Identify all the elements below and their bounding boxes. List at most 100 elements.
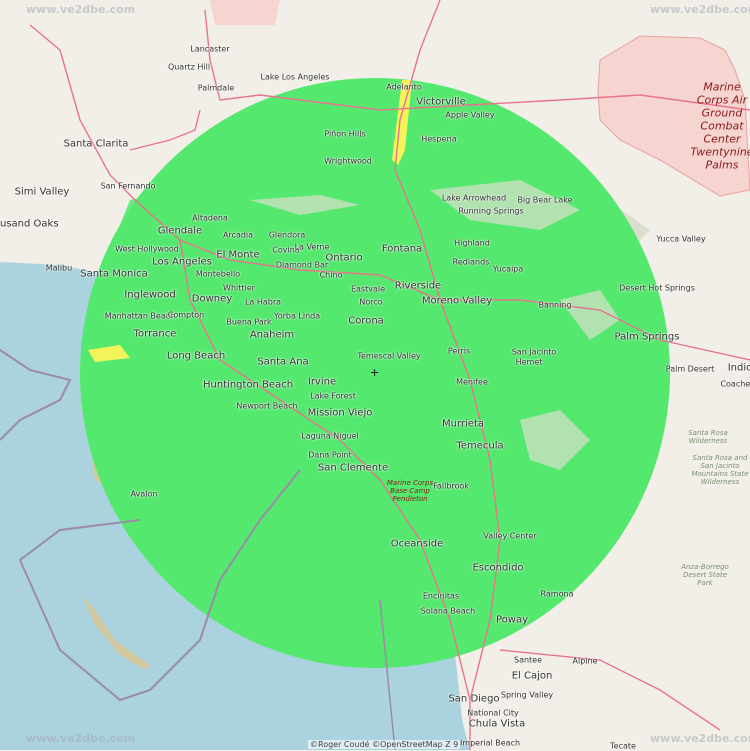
place-label-menifee: Menifee [456, 377, 488, 387]
place-label-pinon-hills: Piñon Hills [324, 129, 366, 139]
place-label-yucaipa: Yucaipa [492, 264, 524, 274]
place-label-altadena: Altadena [192, 213, 228, 223]
place-label-san-fernando: San Fernando [100, 181, 156, 191]
place-label-malibu: Malibu [45, 263, 73, 273]
place-label-irvine: Irvine [307, 376, 337, 388]
place-label-perris: Perris [447, 346, 471, 356]
place-label-chino: Chino [319, 270, 343, 280]
place-label-santa-rosa-san-jacinto: Santa Rosa and San Jacinto Mountains Sta… [691, 454, 749, 486]
place-label-quartz-hill: Quartz Hill [167, 62, 211, 72]
place-label-escondido: Escondido [472, 562, 524, 574]
place-label-montebello: Montebello [195, 269, 241, 279]
coverage-weak-area [88, 345, 130, 362]
watermark-top-left: www.ve2dbe.com [26, 3, 136, 16]
place-label-downey: Downey [191, 293, 233, 305]
place-label-tecate: Tecate [610, 741, 636, 751]
place-label-fallbrook: Fallbrook [433, 481, 469, 491]
place-label-anza-borrego: Anza-Borrego Desert State Park [681, 563, 729, 587]
place-label-temescal-valley: Temescal Valley [357, 351, 421, 361]
place-label-desert-hot-springs: Desert Hot Springs [619, 283, 695, 293]
place-label-long-beach: Long Beach [166, 350, 226, 362]
place-label-whittier: Whittier [223, 283, 255, 293]
place-label-poway: Poway [495, 614, 529, 626]
place-label-arcadia: Arcadia [222, 230, 254, 240]
watermark-bottom-right: www.ve2dbe.com [650, 732, 750, 745]
place-label-la-habra: La Habra [244, 297, 282, 307]
place-label-santee: Santee [513, 655, 543, 665]
place-label-camp-pendleton: Marine Corps Base Camp Pendleton [386, 479, 434, 503]
watermark-bottom-left: www.ve2dbe.com [26, 732, 136, 745]
military-zone [597, 35, 750, 197]
place-label-manhattan-beach: Manhattan Beach [104, 311, 176, 321]
san-clemente-island [82, 595, 150, 670]
place-label-apple-valley: Apple Valley [445, 110, 495, 120]
place-label-national-city: National City [467, 708, 519, 718]
place-label-moreno-valley: Moreno Valley [421, 295, 493, 307]
place-label-encinitas: Encinitas [422, 591, 460, 601]
place-label-santa-monica: Santa Monica [80, 268, 148, 280]
place-label-valley-center: Valley Center [483, 531, 537, 541]
place-label-indio: Indio [727, 362, 750, 374]
place-label-wrightwood: Wrightwood [324, 156, 372, 166]
place-label-san-jacinto: San Jacinto [511, 347, 557, 357]
place-label-ontario: Ontario [325, 252, 363, 264]
place-label-compton: Compton [167, 310, 205, 320]
place-label-glendora: Glendora [268, 230, 306, 240]
coverage-area-land [110, 150, 660, 650]
maritime-boundary [0, 349, 301, 702]
place-label-palmdale: Palmdale [197, 83, 235, 93]
place-label-inglewood: Inglewood [124, 289, 176, 301]
place-label-san-diego: San Diego [448, 693, 500, 705]
place-label-santa-clarita: Santa Clarita [63, 138, 129, 150]
place-label-hesperia: Hesperia [421, 134, 457, 144]
coverage-gaps [250, 180, 620, 470]
place-label-santa-rosa-wilderness: Santa Rosa Wilderness [688, 429, 728, 445]
place-label-banning: Banning [538, 300, 572, 310]
place-label-la-verne: La Verne [294, 242, 330, 252]
place-label-coachella: Coachella [720, 379, 750, 389]
place-label-victorville: Victorville [416, 96, 466, 108]
place-label-corona: Corona [348, 315, 384, 327]
place-label-riverside: Riverside [394, 280, 442, 292]
place-label-newport-beach: Newport Beach [236, 401, 298, 411]
map-attribution[interactable]: ©Roger Coudé ©OpenStreetMap Z 9 [308, 740, 461, 749]
place-label-thousand-oaks: Thousand Oaks [0, 218, 59, 230]
place-label-dana-point: Dana Point [308, 450, 352, 460]
place-label-diamond-bar: Diamond Bar [275, 260, 329, 270]
place-label-avalon: Avalon [130, 489, 158, 499]
place-label-lancaster: Lancaster [190, 44, 230, 54]
place-label-redlands: Redlands [452, 257, 490, 267]
place-label-big-bear-lake: Big Bear Lake [517, 195, 573, 205]
place-label-buena-park: Buena Park [226, 317, 272, 327]
place-label-running-springs: Running Springs [458, 206, 524, 216]
place-label-west-hollywood: West Hollywood [115, 244, 179, 254]
place-label-huntington-beach: Huntington Beach [202, 379, 294, 391]
place-label-simi-valley: Simi Valley [14, 186, 70, 198]
place-label-covina: Covina [272, 245, 300, 255]
place-label-adelanto: Adelanto [386, 82, 422, 92]
place-label-los-angeles: Los Angeles [152, 256, 212, 268]
place-label-hemet: Hemet [515, 357, 543, 367]
place-label-chula-vista: Chula Vista [468, 718, 526, 730]
place-label-mcagcc: Marine Corps Air Ground Combat Center Tw… [690, 80, 750, 172]
place-label-glendale: Glendale [157, 225, 203, 237]
maritime-boundary-2 [379, 599, 396, 750]
place-label-fontana: Fontana [381, 243, 423, 255]
place-label-lake-arrowhead: Lake Arrowhead [441, 193, 507, 203]
place-label-yucca-valley: Yucca Valley [656, 234, 706, 244]
watermark-top-right: www.ve2dbe.com [650, 3, 750, 16]
place-label-oceanside: Oceanside [390, 538, 444, 550]
place-label-mission-viejo: Mission Viejo [307, 407, 373, 419]
place-label-temecula: Temecula [456, 440, 504, 452]
place-label-anaheim: Anaheim [249, 329, 295, 341]
place-label-highland: Highland [454, 238, 490, 248]
place-label-alpine: Alpine [572, 656, 598, 666]
place-label-torrance: Torrance [133, 328, 177, 340]
place-label-el-monte: El Monte [216, 249, 260, 261]
place-label-eastvale: Eastvale [350, 284, 386, 294]
place-label-laguna-niguel: Laguna Niguel [301, 431, 359, 441]
place-label-norco: Norco [359, 297, 383, 307]
place-label-palm-springs: Palm Springs [614, 331, 680, 343]
highways [29, 0, 750, 750]
